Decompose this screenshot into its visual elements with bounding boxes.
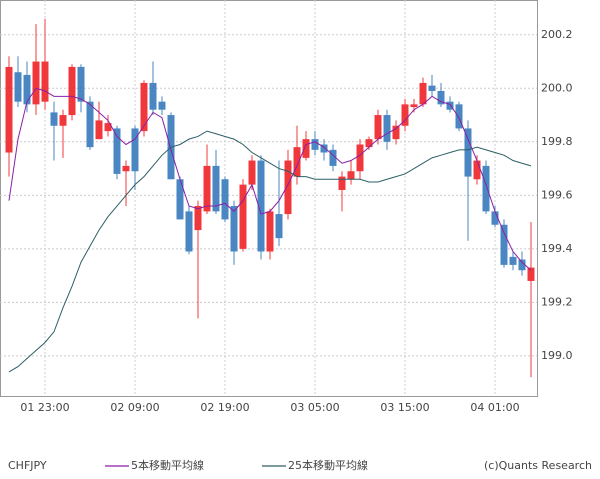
candle-body [419, 82, 427, 105]
candle-body [140, 82, 148, 132]
candle-body [239, 184, 247, 249]
candle-body [347, 171, 355, 180]
candle-body [275, 214, 283, 239]
symbol: CHFJPY [8, 459, 47, 472]
candle-body [230, 206, 238, 252]
candle-body [158, 101, 166, 110]
candle-body [185, 211, 193, 252]
x-tick-label: 04 01:00 [470, 401, 519, 414]
candle-body [401, 104, 409, 126]
candle-body [311, 139, 319, 150]
candle-body [221, 179, 229, 220]
candle-body [446, 101, 454, 110]
y-tick-label: 199.0 [541, 349, 573, 362]
candle-body [329, 149, 337, 166]
candle-body [410, 104, 418, 108]
candle-body [41, 61, 49, 102]
candle-body [392, 125, 400, 140]
candle-body [374, 115, 382, 140]
candle-body [437, 90, 445, 105]
candle-body [176, 179, 184, 220]
candle-body [500, 224, 508, 265]
y-tick-label: 200.0 [541, 81, 573, 94]
candle-body [77, 66, 85, 102]
x-tick-label: 02 19:00 [200, 401, 249, 414]
candle-body [212, 165, 220, 212]
candle-body [509, 256, 517, 265]
candle-body [203, 165, 211, 212]
candle-body [59, 115, 67, 126]
legend-label: 5本移動平均線 [131, 458, 204, 472]
candle-body [104, 123, 112, 132]
candle-body [131, 128, 139, 172]
candle-body [302, 139, 310, 158]
candle-body [5, 66, 13, 153]
moving-average-line [8, 130, 532, 373]
candle-body [50, 112, 58, 126]
candle-body [194, 206, 202, 231]
candle-body [95, 120, 103, 140]
candle-body [32, 61, 40, 105]
candle-body [338, 176, 346, 190]
moving-average-line [8, 87, 532, 271]
y-tick-label: 199.6 [541, 188, 573, 201]
candle-body [491, 211, 499, 225]
candle-body [428, 85, 436, 91]
y-tick-label: 199.8 [541, 135, 573, 148]
y-tick-label: 199.4 [541, 242, 573, 255]
candle-body [293, 147, 301, 177]
candle-body [113, 128, 121, 174]
candle-body [482, 165, 490, 212]
candle-body [284, 160, 292, 215]
candle-body [518, 259, 526, 271]
candle-body [23, 74, 31, 105]
candle-body [455, 104, 463, 129]
candle-body [356, 144, 364, 172]
candle-body [527, 267, 535, 281]
credit: (c)Quants Research [484, 459, 592, 472]
x-tick-label: 02 09:00 [110, 401, 159, 414]
candle-body [14, 72, 22, 102]
candle-body [365, 139, 373, 148]
x-tick-label: 03 15:00 [380, 401, 429, 414]
x-tick-label: 01 23:00 [20, 401, 69, 414]
candle-body [122, 165, 130, 172]
candle-body [473, 160, 481, 180]
candle-body [86, 101, 94, 148]
y-tick-label: 199.2 [541, 295, 573, 308]
legend-label: 25本移動平均線 [288, 458, 368, 472]
candle-body [383, 115, 391, 142]
candle-body [248, 160, 256, 185]
x-tick-label: 03 05:00 [290, 401, 339, 414]
candle-body [68, 66, 76, 116]
candle-body [320, 144, 328, 153]
plot-frame [0, 0, 538, 397]
candle-body [149, 82, 157, 110]
candle-body [464, 128, 472, 177]
candle-body [257, 160, 265, 252]
y-tick-label: 200.2 [541, 28, 573, 41]
candle-body [266, 211, 274, 252]
